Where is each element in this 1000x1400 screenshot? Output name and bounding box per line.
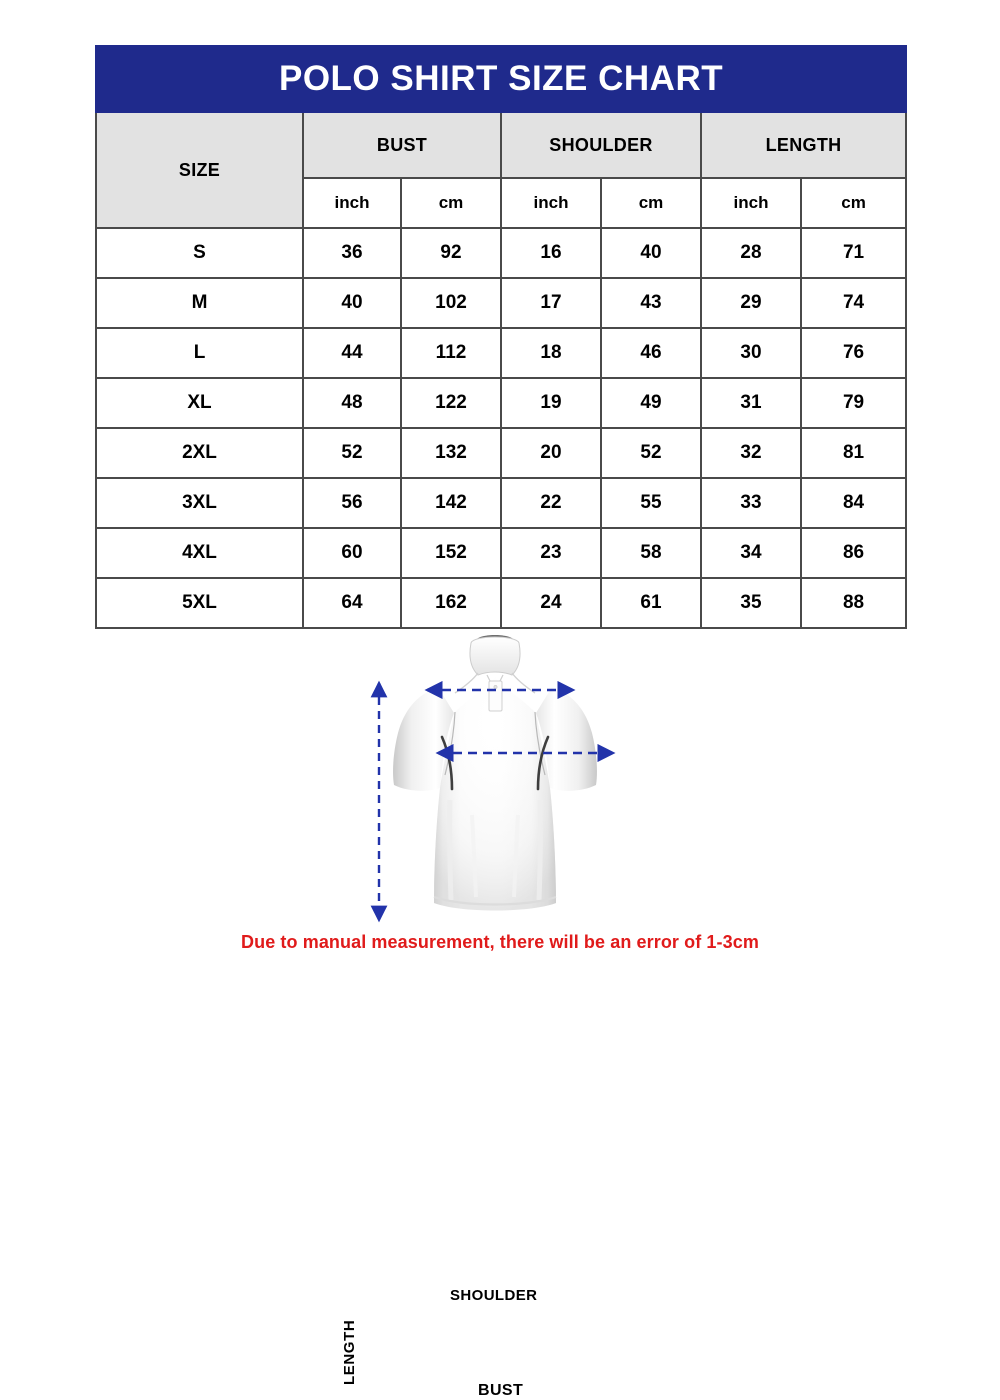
polo-shirt-illustration xyxy=(393,635,597,911)
cell-length-cm: 84 xyxy=(799,477,908,529)
bust-label: BUST xyxy=(478,1382,524,1399)
cell-length-cm: 76 xyxy=(799,327,908,379)
cell-length-inch: 32 xyxy=(700,427,802,479)
unit-bust-cm: cm xyxy=(400,177,502,229)
cell-shoulder-inch: 19 xyxy=(500,377,602,429)
column-header-size: SIZE xyxy=(95,111,304,229)
column-header-shoulder: SHOULDER xyxy=(500,111,702,179)
cell-bust-cm: 112 xyxy=(400,327,502,379)
cell-shoulder-inch: 23 xyxy=(500,527,602,579)
shirt-body-shading xyxy=(434,677,556,911)
cell-bust-cm: 152 xyxy=(400,527,502,579)
table-row: 4XL 60 152 23 58 34 86 xyxy=(95,527,908,579)
table-row: 2XL 52 132 20 52 32 81 xyxy=(95,427,908,479)
sleeve-left xyxy=(393,687,454,791)
cell-length-cm: 74 xyxy=(799,277,908,329)
cell-shoulder-cm: 52 xyxy=(600,427,702,479)
cell-shoulder-inch: 24 xyxy=(500,577,602,629)
hem-line xyxy=(433,895,557,906)
cell-bust-inch: 64 xyxy=(302,577,402,629)
cell-shoulder-cm: 40 xyxy=(600,227,702,279)
cell-bust-inch: 52 xyxy=(302,427,402,479)
table-row: 3XL 56 142 22 55 33 84 xyxy=(95,477,908,529)
cell-shoulder-inch: 17 xyxy=(500,277,602,329)
page-title: POLO SHIRT SIZE CHART xyxy=(94,45,908,113)
cell-size: XL xyxy=(95,377,304,429)
cell-bust-cm: 162 xyxy=(400,577,502,629)
cell-length-inch: 31 xyxy=(700,377,802,429)
cell-bust-inch: 60 xyxy=(302,527,402,579)
table-row: XL 48 122 19 49 31 79 xyxy=(95,377,908,429)
cell-size: 3XL xyxy=(95,477,304,529)
cell-bust-inch: 56 xyxy=(302,477,402,529)
cell-shoulder-inch: 22 xyxy=(500,477,602,529)
table-row: L 44 112 18 46 30 76 xyxy=(95,327,908,379)
cell-size: L xyxy=(95,327,304,379)
cell-bust-cm: 142 xyxy=(400,477,502,529)
cell-length-cm: 81 xyxy=(799,427,908,479)
cell-shoulder-inch: 20 xyxy=(500,427,602,479)
cell-bust-cm: 132 xyxy=(400,427,502,479)
table-title-row: POLO SHIRT SIZE CHART xyxy=(94,45,908,113)
cell-bust-cm: 102 xyxy=(400,277,502,329)
cell-shoulder-cm: 61 xyxy=(600,577,702,629)
fold-center-left xyxy=(470,814,478,898)
cell-bust-inch: 44 xyxy=(302,327,402,379)
cell-shoulder-cm: 49 xyxy=(600,377,702,429)
cell-shoulder-cm: 58 xyxy=(600,527,702,579)
cell-length-inch: 34 xyxy=(700,527,802,579)
length-label: LENGTH xyxy=(341,1319,358,1385)
column-header-bust: BUST xyxy=(302,111,502,179)
cell-length-inch: 30 xyxy=(700,327,802,379)
table-row: S 36 92 16 40 28 71 xyxy=(95,227,908,279)
column-header-length: LENGTH xyxy=(699,111,908,179)
cell-bust-cm: 122 xyxy=(400,377,502,429)
cell-bust-inch: 48 xyxy=(302,377,402,429)
cell-size: M xyxy=(95,277,304,329)
cell-shoulder-inch: 16 xyxy=(500,227,602,279)
table-row: 5XL 64 162 24 61 35 88 xyxy=(95,577,908,629)
cell-shoulder-cm: 46 xyxy=(600,327,702,379)
unit-bust-inch: inch xyxy=(302,177,402,229)
cell-size: 4XL xyxy=(95,527,304,579)
unit-header-row: inch cm inch cm inch cm xyxy=(96,177,908,229)
unit-shoulder-cm: cm xyxy=(600,177,702,229)
fold-right xyxy=(536,799,543,901)
cell-size: 2XL xyxy=(95,427,304,479)
cell-length-cm: 88 xyxy=(799,577,908,629)
collar-outer xyxy=(469,636,521,676)
armhole-seam-left xyxy=(444,711,456,776)
measurement-diagram: SHOULDER BUST LENGTH xyxy=(0,625,1000,1399)
armhole-seam-right xyxy=(534,711,546,776)
cell-bust-cm: 92 xyxy=(400,227,502,279)
fold-center-right xyxy=(512,814,520,898)
measurement-disclaimer: Due to manual measurement, there will be… xyxy=(241,932,759,952)
shoulder-label: SHOULDER xyxy=(450,1287,538,1304)
unit-length-cm: cm xyxy=(799,177,908,229)
cell-bust-inch: 40 xyxy=(302,277,402,329)
measurement-arrows xyxy=(370,680,616,923)
cell-shoulder-inch: 18 xyxy=(500,327,602,379)
cell-shoulder-cm: 55 xyxy=(600,477,702,529)
cell-length-inch: 28 xyxy=(700,227,802,279)
armhole-shadow-left xyxy=(440,735,454,791)
cell-size: S xyxy=(95,227,304,279)
sleeve-right xyxy=(536,687,597,791)
cell-length-inch: 33 xyxy=(700,477,802,529)
cell-length-cm: 71 xyxy=(799,227,908,279)
cell-length-inch: 35 xyxy=(700,577,802,629)
cell-size: 5XL xyxy=(95,577,304,629)
armhole-shadow-right xyxy=(536,735,550,791)
cell-bust-inch: 36 xyxy=(302,227,402,279)
group-header-row: SIZE BUST SHOULDER LENGTH xyxy=(95,111,908,229)
table-row: M 40 102 17 43 29 74 xyxy=(95,277,908,329)
cell-shoulder-cm: 43 xyxy=(600,277,702,329)
cell-length-cm: 86 xyxy=(799,527,908,579)
size-chart-table: POLO SHIRT SIZE CHART SIZE BUST SHOULDER… xyxy=(94,45,908,629)
unit-shoulder-inch: inch xyxy=(500,177,602,229)
unit-length-inch: inch xyxy=(700,177,802,229)
fold-left xyxy=(447,799,454,901)
cell-length-inch: 29 xyxy=(700,277,802,329)
cell-length-cm: 79 xyxy=(799,377,908,429)
